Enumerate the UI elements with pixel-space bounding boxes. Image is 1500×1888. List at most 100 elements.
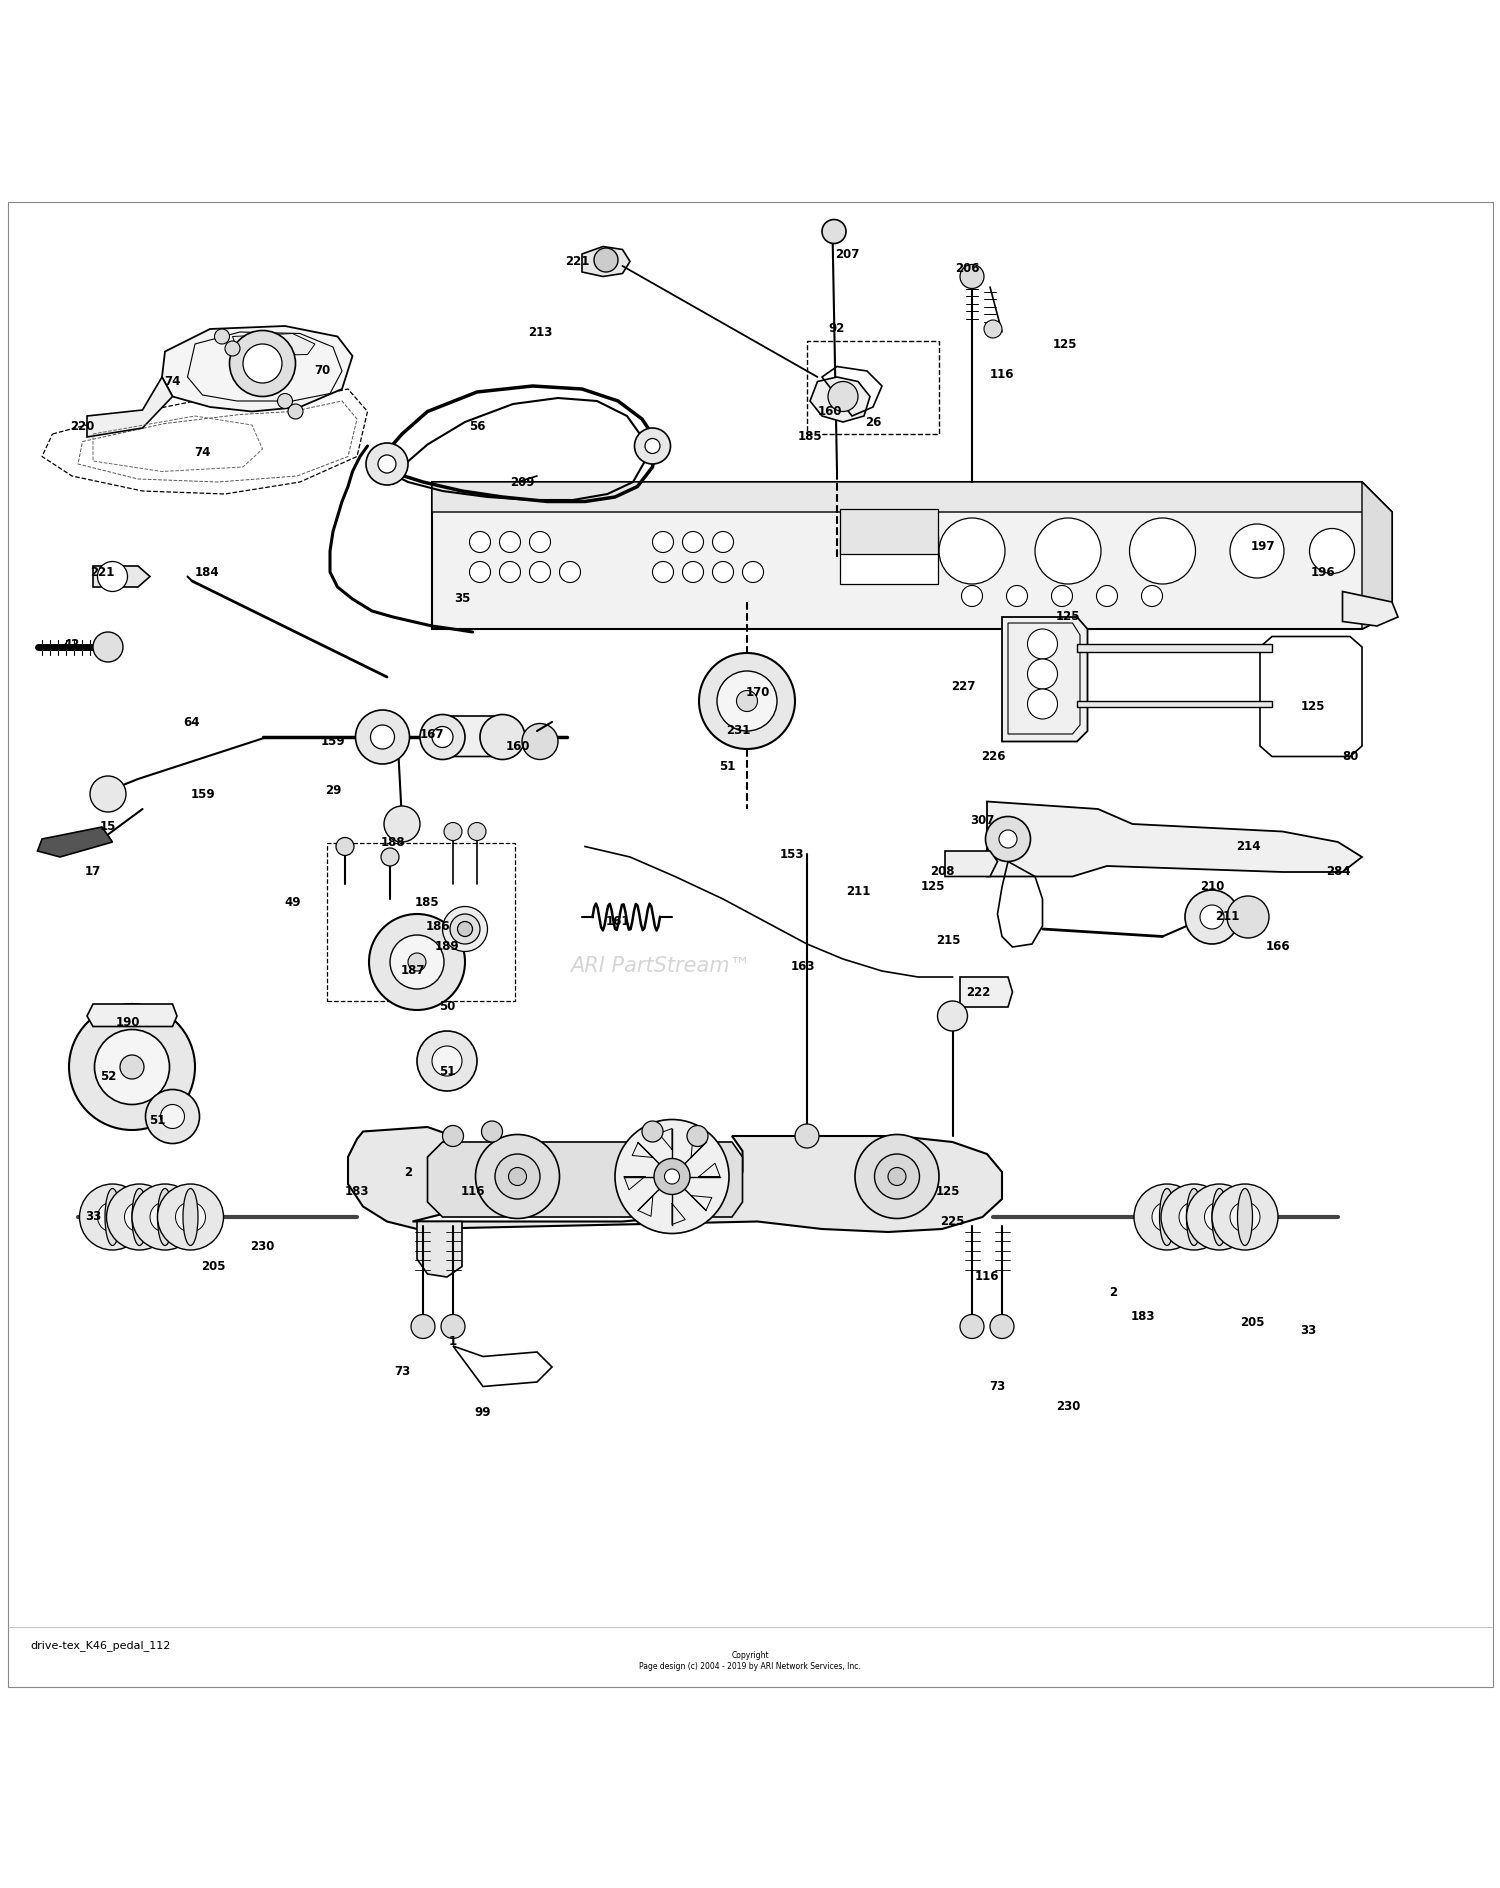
Circle shape [94, 1029, 170, 1104]
Text: 227: 227 [951, 680, 975, 693]
Text: 184: 184 [195, 566, 219, 578]
Text: 208: 208 [930, 865, 954, 878]
Circle shape [146, 1089, 200, 1144]
Ellipse shape [132, 1189, 147, 1246]
Circle shape [1200, 904, 1224, 929]
Text: 99: 99 [474, 1405, 492, 1418]
Text: 125: 125 [936, 1186, 960, 1199]
Polygon shape [960, 976, 1012, 1006]
Text: 17: 17 [86, 865, 100, 878]
Text: 183: 183 [1131, 1310, 1155, 1322]
Circle shape [888, 1167, 906, 1186]
FancyBboxPatch shape [840, 510, 938, 553]
Text: 116: 116 [460, 1186, 484, 1199]
Circle shape [470, 561, 490, 583]
Circle shape [381, 848, 399, 867]
Circle shape [243, 344, 282, 383]
Text: 210: 210 [1200, 880, 1224, 893]
Text: 52: 52 [100, 1069, 116, 1082]
Circle shape [1035, 517, 1101, 583]
Circle shape [1142, 585, 1162, 606]
Text: 284: 284 [1326, 865, 1350, 878]
Circle shape [336, 838, 354, 855]
Text: 230: 230 [1056, 1399, 1080, 1412]
Circle shape [795, 1123, 819, 1148]
Text: 215: 215 [936, 935, 960, 948]
Text: 116: 116 [990, 368, 1014, 381]
Circle shape [1161, 1184, 1227, 1250]
Circle shape [482, 1121, 502, 1142]
Circle shape [1096, 585, 1118, 606]
Text: 74: 74 [165, 376, 180, 389]
Polygon shape [432, 481, 1392, 512]
Circle shape [1179, 1203, 1209, 1233]
Circle shape [828, 381, 858, 412]
Circle shape [990, 1314, 1014, 1339]
Circle shape [356, 710, 410, 765]
Text: 183: 183 [345, 1186, 369, 1199]
Circle shape [450, 914, 480, 944]
Text: 170: 170 [746, 685, 770, 699]
Text: 187: 187 [400, 965, 424, 978]
Circle shape [645, 438, 660, 453]
Circle shape [1227, 897, 1269, 938]
Circle shape [225, 342, 240, 357]
Ellipse shape [1186, 1189, 1202, 1246]
Text: 222: 222 [966, 986, 990, 999]
Text: 153: 153 [780, 848, 804, 861]
Circle shape [98, 1203, 128, 1233]
Circle shape [652, 532, 674, 553]
Text: 51: 51 [150, 1114, 165, 1127]
Text: 221: 221 [566, 255, 590, 268]
Ellipse shape [158, 1189, 172, 1246]
Text: 186: 186 [426, 919, 450, 933]
Text: 213: 213 [528, 325, 552, 338]
Circle shape [664, 1169, 680, 1184]
Circle shape [1310, 529, 1354, 574]
Text: 42: 42 [64, 638, 80, 651]
Text: 205: 205 [201, 1259, 225, 1273]
FancyBboxPatch shape [840, 536, 938, 583]
Circle shape [160, 1104, 184, 1129]
Text: 189: 189 [435, 940, 459, 953]
Circle shape [150, 1203, 180, 1233]
Circle shape [530, 532, 550, 553]
Circle shape [176, 1203, 206, 1233]
Text: 167: 167 [420, 727, 444, 740]
Ellipse shape [1212, 1189, 1227, 1246]
Circle shape [476, 1135, 560, 1218]
Circle shape [642, 1121, 663, 1142]
Text: 116: 116 [975, 1271, 999, 1284]
Text: 92: 92 [830, 323, 844, 336]
FancyBboxPatch shape [8, 202, 1492, 1686]
Circle shape [1028, 689, 1057, 719]
Polygon shape [945, 851, 998, 876]
Text: 74: 74 [195, 446, 210, 459]
Circle shape [717, 670, 777, 731]
Circle shape [699, 653, 795, 750]
Circle shape [390, 935, 444, 989]
Polygon shape [1002, 617, 1088, 742]
Text: 125: 125 [1056, 610, 1080, 623]
Circle shape [1185, 889, 1239, 944]
Circle shape [132, 1184, 198, 1250]
Circle shape [384, 806, 420, 842]
Text: 197: 197 [1251, 540, 1275, 553]
Circle shape [874, 1154, 920, 1199]
Circle shape [158, 1184, 224, 1250]
Text: 125: 125 [921, 880, 945, 893]
Text: 80: 80 [1342, 750, 1358, 763]
Circle shape [822, 219, 846, 244]
Polygon shape [1077, 700, 1272, 706]
Text: 214: 214 [1236, 840, 1260, 853]
Circle shape [1230, 525, 1284, 578]
Circle shape [417, 1031, 477, 1091]
Text: 29: 29 [326, 785, 340, 797]
Ellipse shape [1238, 1189, 1252, 1246]
Ellipse shape [1160, 1189, 1174, 1246]
Circle shape [736, 691, 758, 712]
Text: 51: 51 [720, 761, 735, 774]
Circle shape [495, 1154, 540, 1199]
Circle shape [682, 561, 703, 583]
Text: 307: 307 [970, 814, 994, 827]
